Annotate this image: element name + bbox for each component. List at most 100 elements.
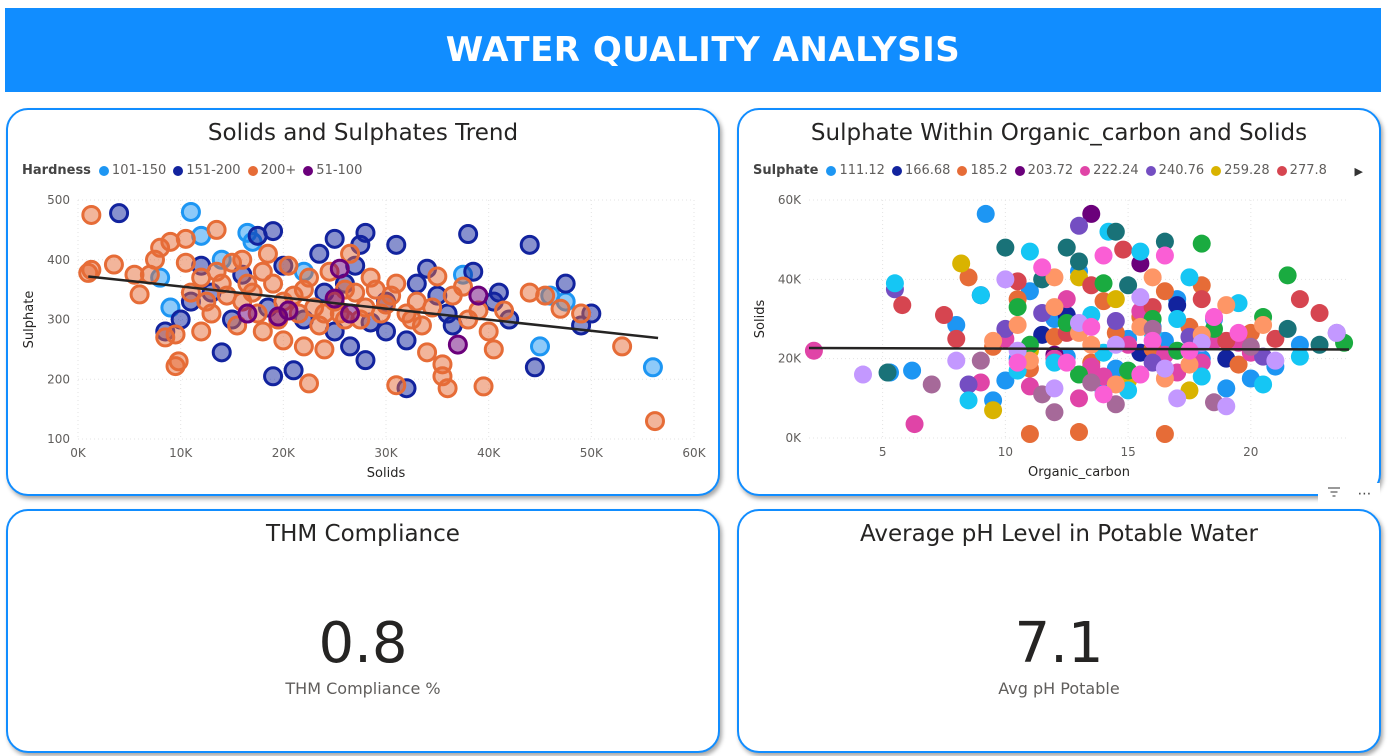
data-point: [252, 261, 273, 282]
data-point: [473, 376, 494, 397]
legend-item[interactable]: 101-150: [98, 163, 167, 178]
data-point: [959, 391, 978, 410]
data-point: [355, 350, 376, 371]
legend-item[interactable]: 200+: [247, 163, 297, 178]
legend-label: 222.24: [1093, 163, 1139, 178]
legend-marker: [1145, 165, 1156, 176]
data-point: [453, 276, 473, 297]
legend-marker: [173, 165, 184, 176]
kpi-value: 7.1: [1014, 611, 1104, 676]
legend-marker: [1014, 165, 1025, 176]
x-tick-label: 5: [879, 445, 887, 459]
trend-line: [808, 346, 1350, 351]
data-point: [550, 298, 571, 319]
y-tick-label: 200: [47, 372, 70, 386]
x-tick-label: 40K: [477, 446, 501, 460]
data-point: [360, 267, 381, 288]
data-point: [458, 224, 479, 245]
data-point: [1020, 242, 1039, 261]
filter-icon[interactable]: [1327, 486, 1341, 502]
data-point: [396, 330, 417, 351]
data-point: [293, 336, 314, 357]
data-point: [1057, 238, 1076, 257]
data-point: [1217, 296, 1236, 315]
data-point: [1266, 329, 1285, 348]
legend-item[interactable]: 166.68: [891, 163, 951, 178]
data-point: [1192, 290, 1211, 309]
data-point: [1082, 204, 1101, 223]
x-axis-title: Solids: [367, 466, 406, 481]
legend-item[interactable]: 203.72: [1014, 163, 1073, 178]
legend-label: 240.76: [1158, 163, 1205, 178]
legend-item[interactable]: 151-200: [173, 163, 241, 178]
data-point: [1180, 355, 1199, 374]
data-point: [1106, 311, 1125, 330]
data-point: [1155, 282, 1174, 301]
legend-item[interactable]: 51-100: [303, 163, 362, 178]
data-point: [1045, 298, 1064, 317]
chart-legend: Sulphate 111.12 166.68 185.2 203.72 222.24 24…: [753, 163, 1334, 178]
data-point: [283, 360, 304, 381]
data-point: [175, 252, 196, 273]
data-point: [1114, 240, 1133, 259]
data-point: [278, 300, 299, 321]
data-point: [381, 285, 402, 306]
data-point: [1131, 365, 1150, 384]
data-point: [468, 285, 489, 306]
legend-item[interactable]: 240.76: [1145, 163, 1205, 178]
thm-compliance-card[interactable]: THM Compliance 0.8 THM Compliance %: [6, 509, 720, 753]
more-options-icon[interactable]: ⋯: [1357, 486, 1372, 502]
data-point: [165, 356, 186, 377]
data-point: [1278, 266, 1297, 285]
legend-item[interactable]: 259.28: [1211, 163, 1270, 178]
data-point: [78, 262, 99, 283]
y-tick-label: 500: [47, 193, 70, 207]
data-point: [1094, 274, 1113, 293]
data-point: [232, 249, 253, 270]
legend-label: 111.12: [839, 163, 885, 178]
sulphate-organic-card[interactable]: Sulphate Within Organic_carbon and Solid…: [737, 108, 1381, 496]
data-point: [984, 331, 1003, 350]
data-point: [191, 321, 212, 342]
legend-marker: [247, 165, 258, 176]
legend-label: 200+: [260, 163, 297, 178]
legend-next-arrow-icon[interactable]: ▶: [1354, 165, 1363, 178]
legend-label: 101-150: [111, 163, 167, 178]
data-point: [854, 365, 872, 384]
y-axis-title: Sulphate: [22, 291, 37, 349]
data-point: [447, 334, 468, 355]
data-point: [1155, 232, 1174, 251]
data-point: [1008, 353, 1027, 372]
report-title: WATER QUALITY ANALYSIS: [445, 30, 961, 70]
data-point: [1070, 252, 1088, 271]
data-point: [278, 255, 299, 276]
legend-marker: [957, 165, 968, 176]
avg-ph-card[interactable]: Average pH Level in Potable Water 7.1 Av…: [737, 509, 1381, 753]
legend-item[interactable]: 222.24: [1080, 163, 1139, 178]
sulphate-organic-scatter[interactable]: 0K 20K 40K 60K 5 10 15 20 Organic_carbon Solids: [739, 110, 1381, 496]
data-point: [422, 297, 443, 318]
data-point: [309, 243, 330, 264]
legend-item[interactable]: 185.2: [957, 163, 1008, 178]
data-point: [1229, 323, 1248, 342]
data-point: [644, 411, 665, 432]
data-point: [1290, 347, 1309, 366]
data-point: [81, 204, 102, 225]
legend-item[interactable]: 277.8: [1276, 163, 1327, 178]
data-point: [1266, 351, 1285, 370]
data-point: [1192, 367, 1211, 386]
data-point: [959, 268, 978, 287]
y-tick-label: 40K: [778, 272, 802, 286]
data-point: [612, 336, 633, 357]
solids-sulphates-card[interactable]: Solids and Sulphates Trend Hardness 101-…: [6, 108, 720, 496]
data-point: [519, 234, 540, 255]
legend-label: 166.68: [904, 163, 951, 178]
legend-item[interactable]: 111.12: [826, 163, 885, 178]
data-point: [237, 303, 258, 324]
data-point: [329, 258, 350, 279]
data-point: [1057, 353, 1076, 372]
x-tick-label: 20: [1243, 445, 1258, 459]
data-point: [1143, 268, 1162, 287]
data-point: [1106, 395, 1125, 414]
